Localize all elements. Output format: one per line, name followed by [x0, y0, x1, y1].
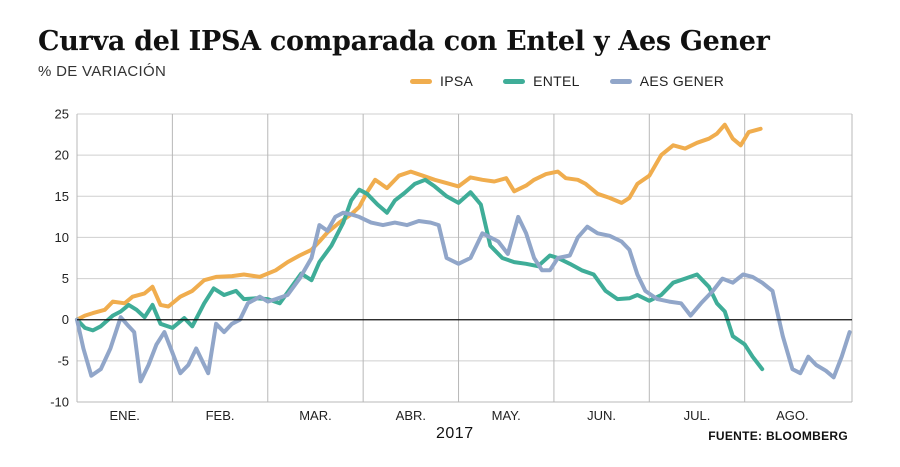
legend-item-entel: ENTEL [503, 73, 580, 89]
x-month-label: MAY. [492, 408, 521, 423]
x-month-label: FEB. [206, 408, 235, 423]
series-line-ipsa [75, 122, 763, 322]
x-month-label: MAR. [299, 408, 332, 423]
x-month-label: AGO. [776, 408, 809, 423]
y-tick-label: 20 [55, 148, 69, 163]
y-tick-label: 5 [62, 271, 69, 286]
source-note: FUENTE: BLOOMBERG [708, 429, 848, 443]
x-month-label: ENE. [110, 408, 140, 423]
y-tick-label: -10 [50, 395, 69, 410]
x-axis-year-label: 2017 [436, 425, 474, 442]
x-month-label: ABR. [396, 408, 426, 423]
y-tick-label: 0 [62, 312, 69, 327]
y-tick-label: 15 [55, 189, 69, 204]
series-line-entel [75, 177, 765, 372]
chart-title: Curva del IPSA comparada con Entel y Aes… [38, 26, 770, 57]
legend-item-ipsa: IPSA [410, 73, 473, 89]
x-month-label: JUL. [684, 408, 711, 423]
legend-swatch-aes-gener [609, 78, 632, 84]
legend-swatch-ipsa [410, 78, 432, 84]
legend-swatch-entel [503, 78, 526, 84]
y-tick-label: -5 [57, 353, 69, 368]
legend-label-ipsa: IPSA [440, 73, 474, 89]
y-tick-label: 10 [55, 230, 69, 245]
legend-label-aes-gener: AES GENER [639, 73, 725, 89]
legend-label-entel: ENTEL [533, 73, 580, 89]
legend: IPSA ENTEL AES GENER [410, 73, 754, 89]
series-line-aes-gener [75, 210, 852, 384]
legend-item-aes-gener: AES GENER [609, 73, 725, 89]
chart-subtitle: % DE VARIACIÓN [38, 63, 167, 80]
y-tick-label: 25 [55, 107, 69, 122]
x-month-label: JUN. [587, 408, 616, 423]
